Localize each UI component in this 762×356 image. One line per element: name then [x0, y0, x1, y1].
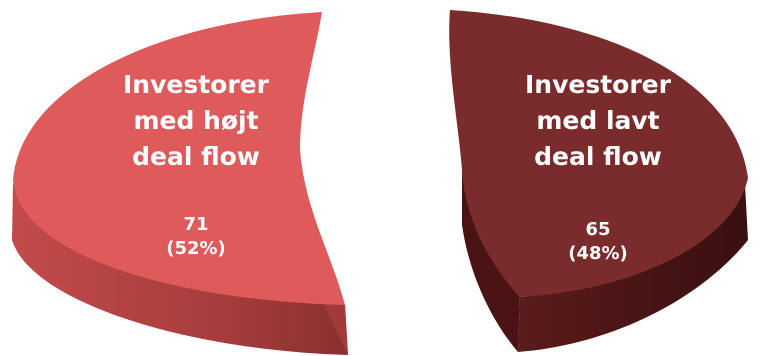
label-low-line2: med lavt [536, 106, 659, 135]
label-high-line1: Investorer [123, 70, 270, 99]
slice-low-dealflow-top [449, 10, 748, 297]
value-high: 71 [183, 214, 208, 235]
value-low: 65 [585, 219, 610, 240]
slice-low-dealflow-side [518, 185, 748, 352]
percent-high: (52%) [166, 238, 226, 259]
slice-high-dealflow-side [12, 183, 348, 355]
label-high-line2: med højt [133, 106, 258, 135]
slice-high-dealflow-top [13, 12, 345, 305]
percent-low: (48%) [568, 243, 628, 264]
label-low-line3: deal flow [534, 142, 662, 171]
label-low-line1: Investorer [525, 70, 672, 99]
label-high-line3: deal flow [132, 142, 260, 171]
slice-low-dealflow-side-edge [462, 170, 520, 352]
